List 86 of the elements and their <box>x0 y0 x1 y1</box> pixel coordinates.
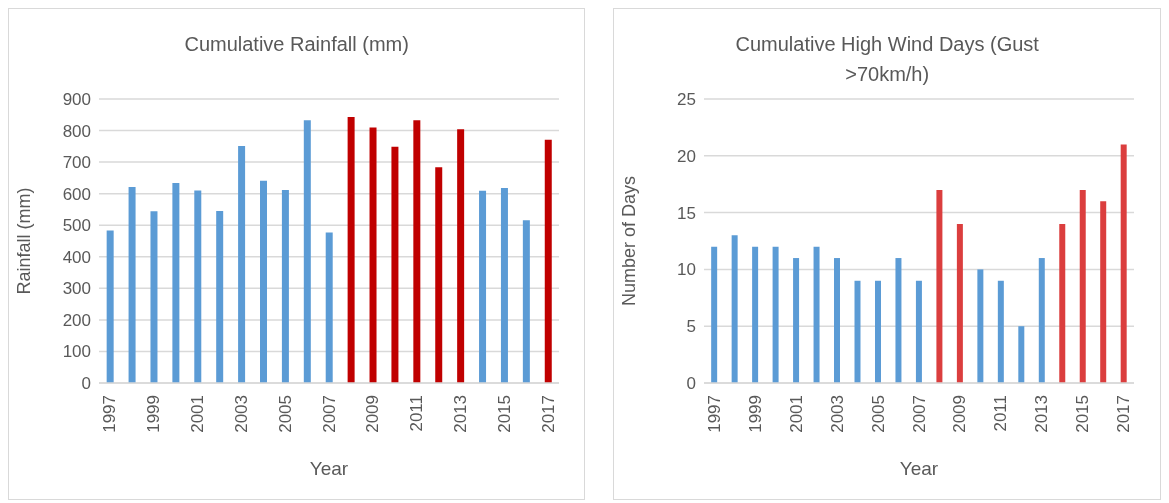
bar <box>457 129 465 383</box>
x-tick-label: 2009 <box>950 395 970 433</box>
bar <box>369 127 377 383</box>
bar <box>854 280 861 383</box>
y-tick-label: 500 <box>62 216 91 236</box>
x-tick-label: 2013 <box>450 395 470 433</box>
bar <box>106 230 114 383</box>
bar <box>793 258 800 383</box>
x-tick-label: 1999 <box>144 395 164 433</box>
bar <box>1080 189 1087 383</box>
y-tick-label: 300 <box>62 279 91 299</box>
bar <box>303 120 311 383</box>
bar <box>936 189 943 383</box>
bar <box>916 280 923 383</box>
bar <box>260 180 267 383</box>
chart-title: Cumulative Rainfall (mm) <box>183 32 410 57</box>
bar <box>1018 326 1025 383</box>
x-tick-label: 2003 <box>827 395 847 433</box>
x-tick-label: 2007 <box>909 395 929 433</box>
bar <box>834 258 841 383</box>
y-tick-label: 25 <box>677 90 697 110</box>
x-tick-label: 2011 <box>991 395 1011 432</box>
y-tick-label: 5 <box>686 317 697 337</box>
bar <box>413 120 421 383</box>
x-tick-label: 2001 <box>787 395 807 433</box>
bar <box>875 280 882 383</box>
bar <box>479 190 487 383</box>
x-tick-label: 2005 <box>868 395 888 433</box>
x-tick-label: 2005 <box>275 395 295 433</box>
y-tick-label: 800 <box>62 121 91 141</box>
x-axis-title: Year <box>309 458 349 479</box>
y-tick-label: 100 <box>62 342 91 362</box>
bar <box>522 220 530 383</box>
x-tick-label: 2011 <box>407 395 427 432</box>
bar <box>216 211 224 383</box>
bar <box>752 246 759 383</box>
x-tick-label: 1997 <box>100 395 120 433</box>
bar <box>325 232 333 383</box>
chart-title: Cumulative High Wind Days (Gust >70km/h) <box>735 33 1039 85</box>
bar <box>711 246 718 383</box>
x-tick-label: 2017 <box>538 395 558 433</box>
bar <box>391 146 399 383</box>
y-tick-label: 700 <box>62 153 91 173</box>
x-tick-label: 2013 <box>1032 395 1052 433</box>
bar <box>500 187 508 383</box>
bar <box>772 246 779 383</box>
bar <box>1100 201 1107 383</box>
bar <box>281 189 289 383</box>
bar <box>544 139 552 383</box>
y-tick-label: 200 <box>62 310 91 330</box>
x-tick-label: 2001 <box>188 395 208 433</box>
bar <box>150 211 158 383</box>
bar <box>1059 223 1066 383</box>
x-tick-label: 2015 <box>494 395 514 433</box>
bar <box>895 258 902 383</box>
y-tick-label: 15 <box>677 203 697 223</box>
bar <box>977 269 984 383</box>
bar <box>194 190 202 383</box>
bar <box>813 246 820 383</box>
y-tick-label: 400 <box>62 247 91 267</box>
bar <box>998 280 1005 383</box>
y-tick-label: 20 <box>677 146 697 166</box>
x-tick-label: 2003 <box>231 395 251 433</box>
bar <box>128 187 136 383</box>
y-tick-label: 0 <box>81 374 91 394</box>
bar <box>347 116 355 383</box>
bar <box>1039 258 1046 383</box>
bar <box>238 146 246 383</box>
x-tick-label: 2017 <box>1114 395 1134 433</box>
bar <box>435 167 443 383</box>
y-tick-label: 10 <box>677 260 697 280</box>
bar <box>172 182 180 383</box>
x-tick-label: 2007 <box>319 395 339 433</box>
x-tick-label: 2009 <box>363 395 383 433</box>
x-tick-label: 2015 <box>1073 395 1093 433</box>
bar <box>1121 144 1128 383</box>
y-tick-label: 0 <box>686 374 697 394</box>
bar <box>957 223 964 383</box>
x-tick-label: 1999 <box>746 395 766 433</box>
y-tick-label: 900 <box>62 90 91 110</box>
y-axis-title: Rainfall (mm) <box>14 187 35 295</box>
x-axis-title: Year <box>900 458 940 479</box>
y-tick-label: 600 <box>62 184 91 204</box>
bar <box>732 235 739 383</box>
x-tick-label: 1997 <box>705 395 725 433</box>
y-axis-title: Number of Days <box>619 175 640 307</box>
